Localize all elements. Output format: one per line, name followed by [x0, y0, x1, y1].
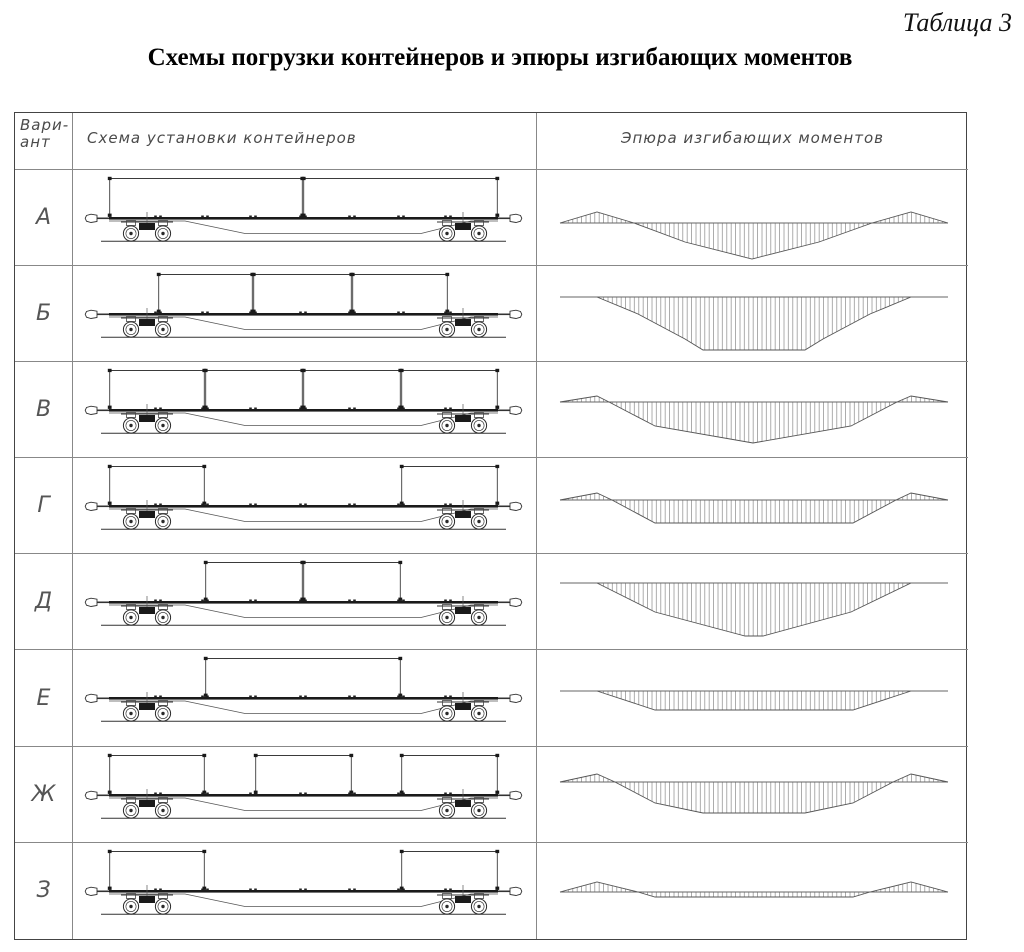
moment-cell: [537, 362, 968, 459]
moment-diagram-svg: [559, 881, 949, 898]
moment-cell: [537, 170, 968, 267]
table-caption: Таблица 3: [902, 8, 1012, 37]
scheme-cell: [73, 842, 537, 939]
moment-diagram-svg: [559, 395, 949, 444]
variant-letter: Е: [36, 685, 51, 711]
variant-letter: Б: [35, 301, 52, 327]
flatcar-scheme-svg: [84, 561, 523, 627]
variant-letter: Ж: [31, 781, 56, 807]
scheme-cell: [73, 170, 537, 267]
flatcar-scheme-svg: [84, 272, 523, 338]
loading-schemes-table: Вари- ант Схема установки контейнеров Эп…: [14, 112, 968, 940]
scheme-cell: [73, 362, 537, 459]
scheme-cell: [73, 650, 537, 747]
moment-cell: [537, 266, 968, 363]
scheme-cell: [73, 458, 537, 555]
variant-label-cell: Д: [15, 554, 73, 651]
variant-label-cell: Б: [15, 266, 73, 363]
column-header-moment: Эпюра изгибающих моментов: [537, 113, 968, 170]
moment-diagram-svg: [559, 211, 949, 260]
moment-diagram-svg: [560, 582, 948, 637]
page-title: Схемы погрузки контейнеров и эпюры изгиб…: [147, 44, 853, 71]
variant-letter: Г: [37, 493, 50, 519]
moment-diagram-svg: [559, 492, 949, 524]
column-header-scheme: Схема установки контейнеров: [73, 113, 537, 170]
variant-label-cell: З: [15, 842, 73, 939]
variant-label-cell: Е: [15, 650, 73, 747]
moment-cell: [537, 843, 968, 939]
flatcar-scheme-svg: [84, 849, 523, 915]
scheme-cell: [73, 266, 537, 363]
variant-letter: В: [35, 397, 52, 423]
flatcar-scheme-svg: [84, 176, 523, 242]
moment-cell: [537, 747, 968, 843]
moment-cell: [537, 554, 968, 651]
variant-letter: З: [36, 878, 51, 904]
moment-cell: [537, 650, 968, 747]
flatcar-scheme-svg: [84, 368, 523, 434]
variant-letter: А: [35, 205, 52, 231]
variant-letter: Д: [34, 589, 53, 615]
flatcar-scheme-svg: [84, 657, 523, 723]
moment-diagram-svg: [560, 691, 948, 711]
flatcar-scheme-svg: [84, 465, 523, 531]
moment-diagram-svg: [559, 773, 949, 814]
moment-diagram-svg: [560, 296, 948, 351]
variant-label-cell: Г: [15, 458, 73, 555]
column-header-variant-line1: Вари-: [20, 116, 70, 134]
variant-label-cell: Ж: [15, 746, 73, 843]
column-header-variant: Вари- ант: [15, 113, 73, 170]
column-header-variant-line2: ант: [20, 133, 51, 151]
variant-label-cell: А: [15, 170, 73, 267]
scheme-cell: [73, 746, 537, 843]
scheme-cell: [73, 554, 537, 651]
moment-cell: [537, 458, 968, 555]
flatcar-scheme-svg: [84, 753, 523, 819]
variant-label-cell: В: [15, 362, 73, 459]
